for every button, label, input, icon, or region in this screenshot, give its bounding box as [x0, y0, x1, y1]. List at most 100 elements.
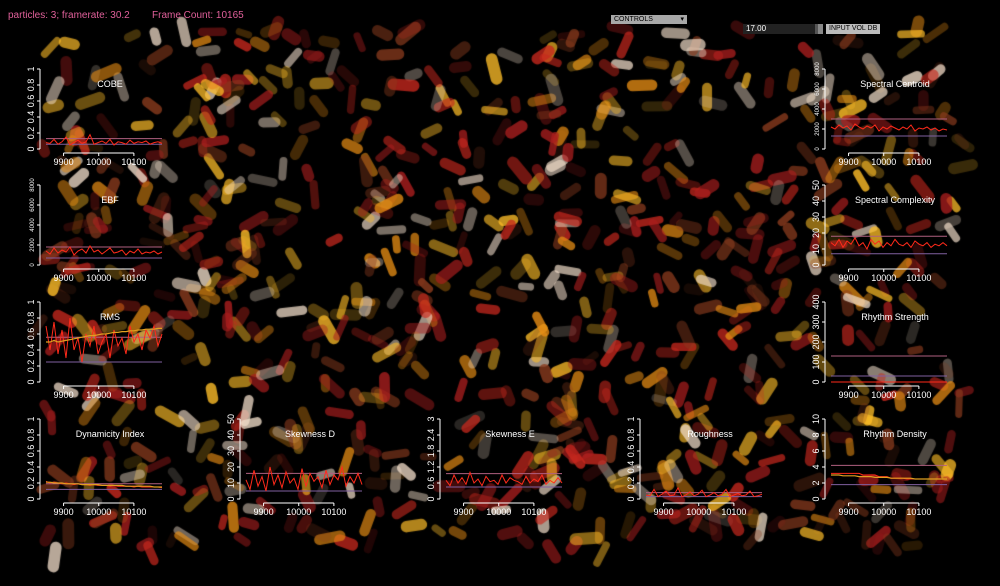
x-tick-label: 10000 [871, 507, 896, 517]
y-tick-label: 300 [811, 314, 821, 329]
slider-handle[interactable] [818, 24, 823, 34]
x-tick-label: 10100 [121, 507, 146, 517]
y-tick-label: 20 [811, 228, 821, 238]
y-tick-label: 30 [226, 446, 236, 456]
chart-title: Rhythm Strength [861, 312, 929, 322]
x-tick-label: 10000 [486, 507, 511, 517]
plot-dynamicity-index: Dynamicity Index 0 0.2 0.4 0.6 0.8 1 9900 10000 1… [10, 415, 170, 517]
y-tick-label: 0.8 [626, 429, 636, 442]
chart-title: Spectral Centroid [860, 79, 930, 89]
x-tick-label: 9900 [54, 157, 74, 167]
plot-roughness: Roughness 0 0.2 0.4 0.6 0.8 1 9900 10000 10100 [610, 415, 770, 517]
y-tick-label: 0.2 [626, 477, 636, 490]
plot-skewness-d: Skewness D 0 10 20 30 40 50 9900 10000 10100 [210, 414, 370, 517]
y-tick-label: 0.2 [26, 127, 36, 140]
plot-skewness-e: Skewness E 0 0.6 1.2 1.8 2.4 3 9900 10000 10100 [410, 415, 570, 517]
y-tick-label: 0.6 [26, 95, 36, 108]
y-tick-label: 0 [226, 496, 236, 501]
y-tick-label: 2000 [30, 238, 36, 252]
x-tick-label: 10100 [906, 157, 931, 167]
y-tick-label: 0 [815, 147, 821, 151]
y-tick-label: 6 [811, 448, 821, 453]
y-tick-label: 0.8 [26, 79, 36, 92]
y-tick-label: 8000 [30, 178, 36, 192]
x-tick-label: 9900 [254, 507, 274, 517]
x-tick-label: 10100 [121, 273, 146, 283]
slider-track-fill [743, 24, 815, 34]
y-tick-label: 0 [811, 496, 821, 501]
y-tick-label: 0.4 [26, 111, 36, 124]
x-tick-label: 10100 [721, 507, 746, 517]
x-tick-label: 9900 [839, 507, 859, 517]
data-series-line [645, 486, 763, 498]
y-tick-label: 0.6 [426, 477, 436, 490]
x-tick-label: 9900 [654, 507, 674, 517]
y-tick-label: 0 [626, 496, 636, 501]
y-tick-label: 2.4 [426, 429, 436, 442]
y-tick-label: 1 [26, 416, 36, 421]
input-volume-slider[interactable]: 17.00 [743, 24, 823, 34]
y-tick-label: 6000 [30, 198, 36, 212]
y-tick-label: 6000 [815, 82, 821, 96]
y-tick-label: 400 [811, 294, 821, 309]
x-tick-label: 9900 [454, 507, 474, 517]
x-tick-label: 10000 [871, 390, 896, 400]
chart-title: Dynamicity Index [76, 429, 145, 439]
y-tick-label: 1 [26, 299, 36, 304]
y-tick-label: 40 [811, 196, 821, 206]
y-tick-label: 0 [811, 262, 821, 267]
data-series-line [45, 480, 163, 489]
y-tick-label: 0.8 [26, 312, 36, 325]
y-tick-label: 2000 [815, 122, 821, 136]
smoothed-series-line [831, 474, 947, 480]
y-tick-label: 0.2 [26, 477, 36, 490]
chart-title: Skewness D [285, 429, 336, 439]
chart-svg: Skewness D 0 10 20 30 40 50 9900 10000 10100 [226, 414, 363, 517]
y-tick-label: 1 [26, 66, 36, 71]
particles-framerate-readout: particles: 3; framerate: 30.2 [8, 10, 130, 21]
y-tick-label: 1.8 [426, 445, 436, 458]
y-tick-label: 0 [26, 379, 36, 384]
y-tick-label: 50 [226, 414, 236, 424]
y-tick-label: 100 [811, 354, 821, 369]
chart-svg: Spectral Complexity 0 10 20 30 40 50 9900 10000 1… [811, 180, 948, 283]
chart-svg: Rhythm Strength 0 100 200 300 400 9900 10000 101… [811, 294, 947, 400]
data-series-line [830, 236, 948, 251]
y-tick-label: 8 [811, 432, 821, 437]
controls-dropdown-label: CONTROLS [614, 16, 653, 23]
x-tick-label: 10100 [906, 507, 931, 517]
y-tick-label: 0 [811, 379, 821, 384]
y-tick-label: 30 [811, 212, 821, 222]
x-tick-label: 10000 [86, 273, 111, 283]
y-tick-label: 1 [626, 416, 636, 421]
y-tick-label: 0.8 [26, 429, 36, 442]
chart-svg: COBE 0 0.2 0.4 0.6 0.8 1 9900 10000 10100 [26, 66, 163, 167]
plot-rms: RMS 0 0.2 0.4 0.6 0.8 1 9900 10000 10100 [10, 298, 170, 400]
y-tick-label: 2 [811, 480, 821, 485]
x-tick-label: 9900 [54, 507, 74, 517]
controls-dropdown[interactable]: CONTROLS ▾ [611, 15, 687, 24]
frame-count-readout: Frame Count: 10165 [152, 10, 244, 21]
x-tick-label: 10100 [321, 507, 346, 517]
x-tick-label: 10000 [871, 157, 896, 167]
y-tick-label: 0 [26, 496, 36, 501]
data-series-line [45, 133, 163, 146]
y-tick-label: 1.2 [426, 461, 436, 474]
x-tick-label: 9900 [839, 157, 859, 167]
x-tick-label: 10100 [906, 273, 931, 283]
x-tick-label: 9900 [54, 390, 74, 400]
y-tick-label: 40 [226, 430, 236, 440]
chart-title: Spectral Complexity [855, 195, 936, 205]
y-tick-label: 0.4 [626, 461, 636, 474]
input-volume-label: INPUT VOL DB [826, 24, 881, 34]
chart-svg: Dynamicity Index 0 0.2 0.4 0.6 0.8 1 9900 10000 1… [26, 416, 163, 517]
y-tick-label: 4 [811, 464, 821, 469]
plot-spectral-complexity: Spectral Complexity 0 10 20 30 40 50 9900 10000 1… [795, 180, 955, 283]
y-tick-label: 0 [30, 263, 36, 267]
data-series-line [45, 317, 163, 363]
x-tick-label: 9900 [54, 273, 74, 283]
chart-title: Roughness [687, 429, 733, 439]
chart-title: RMS [100, 312, 120, 322]
smoothed-series-line [46, 327, 162, 343]
